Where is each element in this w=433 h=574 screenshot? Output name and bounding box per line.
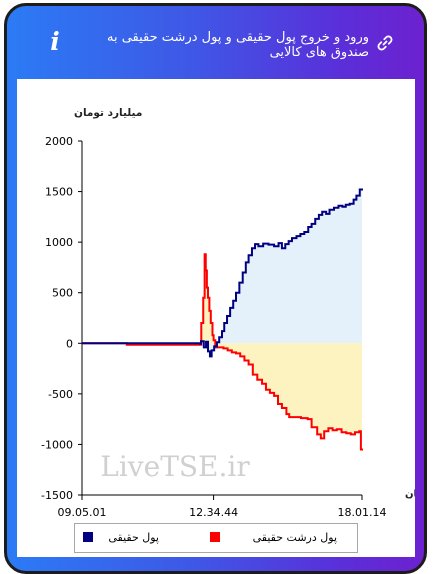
y-tick-label-7: -1500 [41,489,73,502]
watermark: LiveTSE.ir [100,450,250,483]
x-axis-label: زمان [405,489,415,500]
y-tick-label-5: -500 [48,388,73,401]
y-tick-label-3: 500 [52,287,73,300]
series-line-1 [82,253,363,451]
x-tick-label-1: 12.34.44 [189,506,238,519]
x-tick-label-2: 18.01.14 [338,506,387,519]
chart-panel: 2000 1500 1000 500 0 -500 -1000 -1500 09.05.01 12… [17,79,415,557]
y-axis-label: میلیارد تومان [74,107,142,119]
y-tick-label-0: 2000 [45,135,73,148]
link-icon[interactable] [376,34,394,52]
y-tick-label-2: 1000 [45,236,73,249]
y-tick-label-4: 0 [66,337,73,350]
y-tick-label-6: -1000 [41,438,73,451]
legend-label-real-money[interactable]: پول حقیقی [108,531,159,544]
chart-card: i ورود و خروج پول حقیقی و پول درشت حقیقی… [4,3,427,574]
y-tick-label-1: 1500 [45,186,73,199]
info-icon[interactable]: i [50,27,60,56]
x-tick-label-0: 09.05.01 [58,506,107,519]
legend-label-big-real-money[interactable]: پول درشت حقیقی [252,531,337,544]
series-area-1 [82,254,362,451]
chart-svg: 2000 1500 1000 500 0 -500 -1000 -1500 09.05.01 12… [41,107,415,519]
series-area-0 [82,189,362,357]
card-header: i ورود و خروج پول حقیقی و پول درشت حقیقی… [7,6,424,76]
legend: پول درشت حقیقی پول حقیقی [74,523,358,553]
series-line-0 [82,188,363,358]
legend-swatch-big-real-money [210,532,220,542]
legend-swatch-real-money [83,532,93,542]
chart-title: ورود و خروج پول حقیقی و پول درشت حقیقی ب… [106,30,369,60]
